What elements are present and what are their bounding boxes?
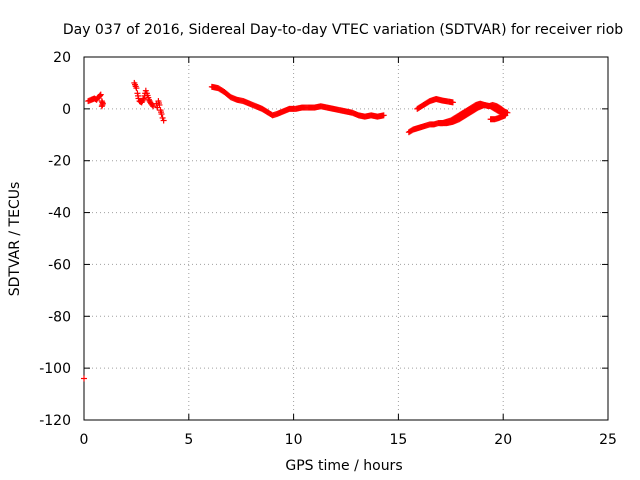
data-point (98, 103, 105, 110)
data-point (97, 92, 104, 99)
x-axis-label: GPS time / hours (285, 458, 402, 474)
x-tick-label: 0 (80, 432, 89, 448)
y-tick-label: -80 (48, 309, 71, 325)
data-point (158, 111, 165, 118)
data-point (97, 91, 104, 98)
data-point (449, 99, 456, 106)
data-point (150, 103, 157, 110)
plot-frame (83, 56, 609, 421)
y-tick-label: -60 (48, 257, 71, 273)
data-point (81, 375, 87, 382)
x-tick-label: 5 (184, 432, 193, 448)
y-tick-label: -40 (48, 206, 71, 222)
data-point (380, 112, 387, 119)
data-point (149, 101, 156, 108)
data-point (156, 101, 163, 108)
y-tick-label: -100 (39, 361, 71, 377)
y-tick-label: -120 (39, 413, 71, 429)
x-tick-label: 10 (285, 432, 303, 448)
tick-layer (83, 56, 609, 421)
data-point (487, 116, 494, 123)
y-tick-label: -20 (48, 154, 71, 170)
tick-label-layer: -120 -100 -80 -60 -40 -20 0 20 0 5 10 15 20 25 (39, 50, 617, 448)
data-point (133, 85, 140, 92)
chart-title: Day 037 of 2016, Sidereal Day-to-day VTE… (63, 22, 623, 38)
x-tick-label: 15 (389, 432, 407, 448)
x-tick-label: 20 (494, 432, 512, 448)
data-points-layer (81, 79, 511, 382)
data-point (160, 117, 167, 124)
y-tick-label: 20 (53, 50, 71, 66)
y-axis-label: SDTVAR / TECUs (7, 182, 23, 297)
x-tick-label: 25 (599, 432, 617, 448)
y-tick-label: 0 (62, 102, 71, 118)
data-point (140, 96, 147, 103)
